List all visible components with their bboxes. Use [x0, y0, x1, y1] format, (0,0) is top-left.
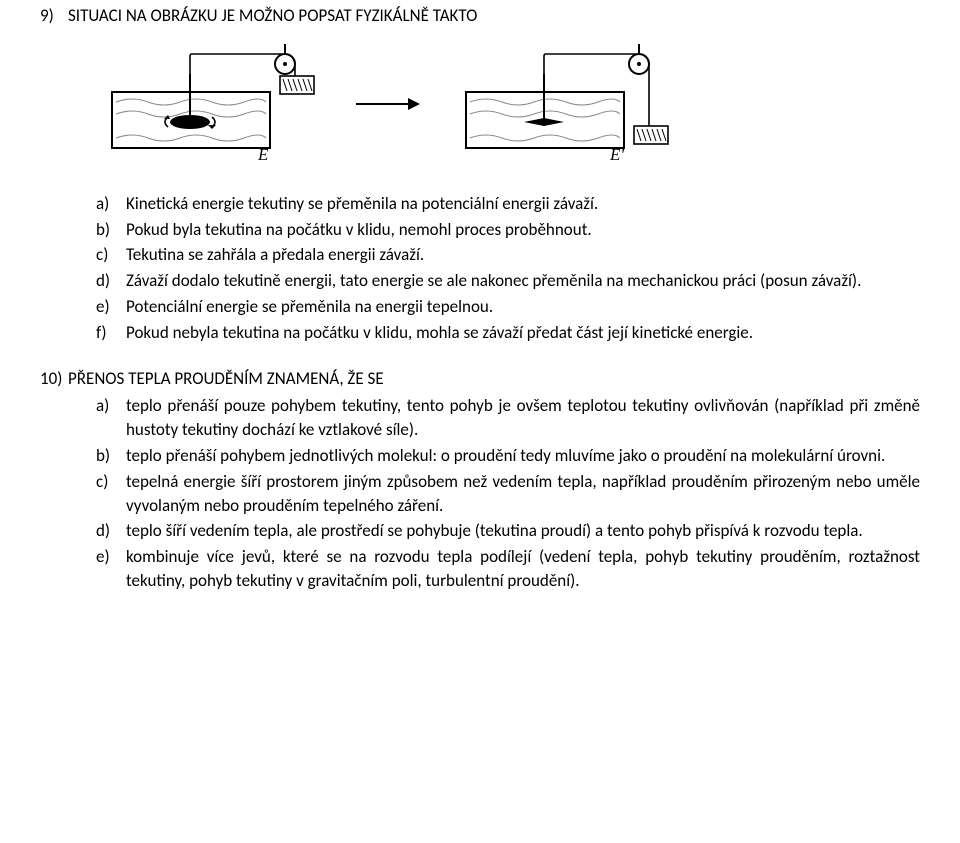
q10-option-b: b) teplo přenáší pohybem jednotlivých mo… — [96, 444, 920, 468]
option-letter: a) — [96, 192, 126, 216]
option-text: teplo přenáší pouze pohybem tekutiny, te… — [126, 394, 920, 442]
q9-option-b: b) Pokud byla tekutina na počátku v klid… — [96, 218, 920, 242]
diagram-right-label: E' — [609, 145, 624, 164]
option-letter: b) — [96, 444, 126, 468]
q9-option-a: a) Kinetická energie tekutiny se přeměni… — [96, 192, 920, 216]
q10-options: a) teplo přenáší pouze pohybem tekutiny,… — [96, 394, 920, 592]
q9-option-f: f) Pokud nebyla tekutina na počátku v kl… — [96, 321, 920, 345]
option-text: teplo šíří vedením tepla, ale prostředí … — [126, 519, 920, 543]
diagram-right: E' — [444, 44, 684, 164]
option-letter: c) — [96, 470, 126, 518]
q9-option-e: e) Potenciální energie se přeměnila na e… — [96, 295, 920, 319]
option-letter: e) — [96, 295, 126, 319]
option-letter: d) — [96, 519, 126, 543]
arrow-icon — [352, 89, 422, 119]
q10-number: 10) — [40, 367, 68, 391]
q9-option-c: c) Tekutina se zahřála a předala energii… — [96, 243, 920, 267]
question-10: 10) PŘENOS TEPLA PROUDĚNÍM ZNAMENÁ, ŽE S… — [40, 367, 920, 593]
option-letter: a) — [96, 394, 126, 442]
q9-number: 9) — [40, 4, 68, 28]
option-letter: e) — [96, 545, 126, 593]
diagram-left-label: E — [257, 145, 269, 164]
q10-option-d: d) teplo šíří vedením tepla, ale prostře… — [96, 519, 920, 543]
q10-header: 10) PŘENOS TEPLA PROUDĚNÍM ZNAMENÁ, ŽE S… — [40, 367, 920, 391]
q10-option-e: e) kombinuje více jevů, které se na rozv… — [96, 545, 920, 593]
option-text: Pokud byla tekutina na počátku v klidu, … — [126, 218, 920, 242]
q9-diagram: E E' — [90, 44, 920, 164]
q9-option-d: d) Závaží dodalo tekutině energii, tato … — [96, 269, 920, 293]
question-9: 9) SITUACI NA OBRÁZKU JE MOŽNO POPSAT FY… — [40, 4, 920, 345]
option-text: Závaží dodalo tekutině energii, tato ene… — [126, 269, 920, 293]
q9-options: a) Kinetická energie tekutiny se přeměni… — [96, 192, 920, 345]
q9-header: 9) SITUACI NA OBRÁZKU JE MOŽNO POPSAT FY… — [40, 4, 920, 28]
option-letter: d) — [96, 269, 126, 293]
q10-option-a: a) teplo přenáší pouze pohybem tekutiny,… — [96, 394, 920, 442]
option-text: teplo přenáší pohybem jednotlivých molek… — [126, 444, 920, 468]
option-letter: b) — [96, 218, 126, 242]
diagram-left: E — [90, 44, 330, 164]
option-letter: c) — [96, 243, 126, 267]
option-text: Kinetická energie tekutiny se přeměnila … — [126, 192, 920, 216]
option-text: tepelná energie šíří prostorem jiným způ… — [126, 470, 920, 518]
q9-title: SITUACI NA OBRÁZKU JE MOŽNO POPSAT FYZIK… — [68, 4, 477, 28]
option-text: Pokud nebyla tekutina na počátku v klidu… — [126, 321, 920, 345]
q10-title: PŘENOS TEPLA PROUDĚNÍM ZNAMENÁ, ŽE SE — [68, 367, 384, 391]
option-text: Potenciální energie se přeměnila na ener… — [126, 295, 920, 319]
option-text: kombinuje více jevů, které se na rozvodu… — [126, 545, 920, 593]
q10-option-c: c) tepelná energie šíří prostorem jiným … — [96, 470, 920, 518]
option-letter: f) — [96, 321, 126, 345]
option-text: Tekutina se zahřála a předala energii zá… — [126, 243, 920, 267]
